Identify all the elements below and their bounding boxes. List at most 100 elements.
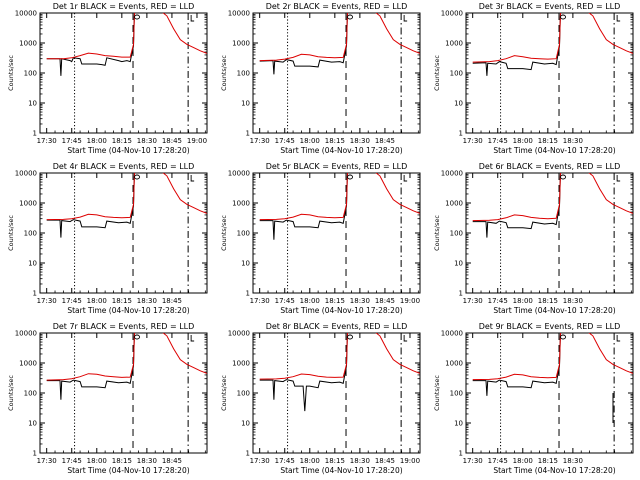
x-tick-label: 18:00 <box>513 457 533 465</box>
y-tick-label: 1000 <box>19 40 37 48</box>
series-events <box>46 333 136 400</box>
y-tick-label: 1000 <box>19 200 37 208</box>
y-tick-label: 1000 <box>445 200 463 208</box>
x-tick-label: 17:30 <box>463 457 483 465</box>
saturation-marker <box>134 14 140 20</box>
y-tick-label: 10000 <box>228 170 250 178</box>
y-axis-label: Counts/sec <box>7 375 15 411</box>
x-tick-label: 19:00 <box>400 297 420 305</box>
plot-frame <box>465 332 634 454</box>
y-tick-label: 1000 <box>19 360 37 368</box>
panel-title: Det 5r BLACK = Events, RED = LLD <box>266 162 408 171</box>
plot-frame <box>252 12 421 134</box>
plot-frame <box>252 172 421 294</box>
y-tick-label: 10000 <box>15 330 37 338</box>
y-tick-label: 10 <box>28 420 37 428</box>
y-tick-label: 1000 <box>232 40 250 48</box>
x-tick-label: 17:30 <box>463 137 483 145</box>
series-events <box>259 173 349 240</box>
panel-det-4: Det 4r BLACK = Events, RED = LLD 1 10 100 10… <box>7 162 208 315</box>
y-tick-label: 1 <box>459 290 463 298</box>
y-axis-label: Counts/sec <box>433 375 441 411</box>
series-events <box>472 333 562 396</box>
y-tick-label: 100 <box>237 70 250 78</box>
x-tick-label: 17:30 <box>37 137 57 145</box>
x-tick-label: 17:30 <box>37 297 57 305</box>
x-tick-label: 18:15 <box>538 137 558 145</box>
x-tick-label: 17:30 <box>250 137 270 145</box>
x-tick-label: 18:15 <box>112 457 132 465</box>
panel-title: Det 3r BLACK = Events, RED = LLD <box>479 2 621 11</box>
plot-frame <box>252 332 421 454</box>
y-axis-label: Counts/sec <box>220 55 228 91</box>
y-tick-label: 1 <box>33 450 37 458</box>
y-tick-label: 100 <box>237 230 250 238</box>
y-tick-label: 1 <box>246 450 250 458</box>
x-tick-label: 17:45 <box>62 297 82 305</box>
y-tick-label: 100 <box>450 230 463 238</box>
x-tick-label: 17:45 <box>62 137 82 145</box>
x-tick-label: 18:00 <box>300 297 320 305</box>
plot-frame <box>465 172 634 294</box>
bracket-marker <box>190 335 195 342</box>
x-tick-label: 18:45 <box>162 457 182 465</box>
y-axis-label: Counts/sec <box>433 215 441 251</box>
x-tick-label: 18:45 <box>375 457 395 465</box>
y-tick-label: 10000 <box>15 10 37 18</box>
panel-det-5: Det 5r BLACK = Events, RED = LLD 1 10 100 10… <box>220 162 421 315</box>
y-tick-label: 10000 <box>441 170 463 178</box>
plot-frame <box>39 12 208 134</box>
panel-det-8: Det 8r BLACK = Events, RED = LLD 1 10 100 10… <box>220 322 421 475</box>
bracket-marker <box>403 15 408 22</box>
x-axis-label: Start Time (04-Nov-10 17:28:20) <box>67 146 189 155</box>
y-tick-label: 10000 <box>441 330 463 338</box>
y-tick-label: 10000 <box>228 330 250 338</box>
x-tick-label: 17:45 <box>488 137 508 145</box>
y-axis-label: Counts/sec <box>7 55 15 91</box>
saturation-marker <box>560 334 566 340</box>
series-events <box>472 173 562 238</box>
y-tick-label: 100 <box>24 390 37 398</box>
y-tick-label: 100 <box>450 390 463 398</box>
bracket-marker <box>616 335 621 342</box>
x-axis-label: Start Time (04-Nov-10 17:28:20) <box>493 146 615 155</box>
x-tick-label: 18:30 <box>563 297 583 305</box>
y-tick-label: 100 <box>24 70 37 78</box>
y-tick-label: 100 <box>237 390 250 398</box>
plot-frame <box>39 332 208 454</box>
series-events <box>46 13 136 76</box>
series-lld <box>472 13 633 63</box>
x-tick-label: 18:15 <box>538 297 558 305</box>
bracket-marker <box>190 15 195 22</box>
saturation-marker <box>347 334 353 340</box>
x-tick-label: 18:00 <box>87 297 107 305</box>
x-tick-label: 19:00 <box>187 137 207 145</box>
x-tick-label: 18:30 <box>350 457 370 465</box>
y-tick-label: 10000 <box>15 170 37 178</box>
x-tick-label: 17:30 <box>37 457 57 465</box>
x-tick-label: 18:00 <box>87 137 107 145</box>
x-tick-label: 18:45 <box>162 297 182 305</box>
x-tick-label: 18:45 <box>375 137 395 145</box>
saturation-marker <box>560 174 566 180</box>
series-lld <box>46 173 207 221</box>
panel-title: Det 6r BLACK = Events, RED = LLD <box>479 162 621 171</box>
x-axis-label: Start Time (04-Nov-10 17:28:20) <box>67 466 189 475</box>
panel-det-3: Det 3r BLACK = Events, RED = LLD 1 10 100 10… <box>433 2 634 155</box>
x-tick-label: 18:00 <box>300 457 320 465</box>
y-tick-label: 1000 <box>232 200 250 208</box>
series-lld <box>259 173 420 221</box>
y-tick-label: 1000 <box>232 360 250 368</box>
panel-det-9: Det 9r BLACK = Events, RED = LLD 1 10 100 10… <box>433 322 634 475</box>
y-tick-label: 1 <box>246 130 250 138</box>
y-tick-label: 100 <box>24 230 37 238</box>
x-tick-label: 18:30 <box>563 457 583 465</box>
y-axis-label: Counts/sec <box>220 375 228 411</box>
series-lld <box>259 13 420 62</box>
panel-title: Det 7r BLACK = Events, RED = LLD <box>53 322 195 331</box>
y-tick-label: 10 <box>28 260 37 268</box>
y-tick-label: 1 <box>459 450 463 458</box>
y-tick-label: 1 <box>33 290 37 298</box>
saturation-marker <box>560 14 566 20</box>
